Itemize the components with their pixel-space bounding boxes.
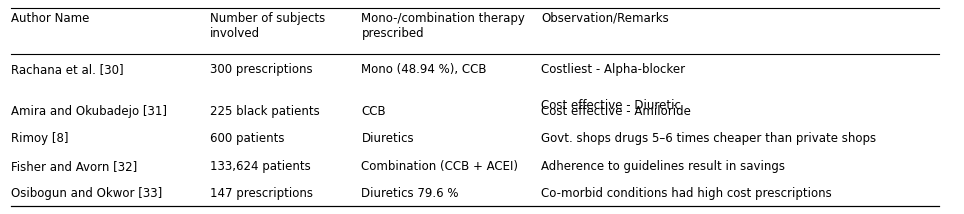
- Text: Diuretics 79.6 %: Diuretics 79.6 %: [362, 187, 459, 200]
- Text: Cost effective - Amiloride: Cost effective - Amiloride: [542, 105, 691, 118]
- Text: Osibogun and Okwor [33]: Osibogun and Okwor [33]: [11, 187, 162, 200]
- Text: Diuretics: Diuretics: [362, 132, 414, 145]
- Text: Mono (48.94 %), CCB: Mono (48.94 %), CCB: [362, 63, 487, 76]
- Text: Fisher and Avorn [32]: Fisher and Avorn [32]: [11, 160, 137, 173]
- Text: Number of subjects
involved: Number of subjects involved: [210, 12, 325, 40]
- Text: 147 prescriptions: 147 prescriptions: [210, 187, 312, 200]
- Text: Costliest - Alpha-blocker: Costliest - Alpha-blocker: [542, 63, 685, 76]
- Text: Adherence to guidelines result in savings: Adherence to guidelines result in saving…: [542, 160, 786, 173]
- Text: 225 black patients: 225 black patients: [210, 105, 319, 118]
- Text: Combination (CCB + ACEI): Combination (CCB + ACEI): [362, 160, 519, 173]
- Text: CCB: CCB: [362, 105, 386, 118]
- Text: Co-morbid conditions had high cost prescriptions: Co-morbid conditions had high cost presc…: [542, 187, 832, 200]
- Text: Govt. shops drugs 5–6 times cheaper than private shops: Govt. shops drugs 5–6 times cheaper than…: [542, 132, 876, 145]
- Text: Mono-/combination therapy
prescribed: Mono-/combination therapy prescribed: [362, 12, 525, 40]
- Text: Observation/Remarks: Observation/Remarks: [542, 12, 669, 25]
- Text: Cost effective - Diuretic: Cost effective - Diuretic: [542, 99, 682, 111]
- Text: Rachana et al. [30]: Rachana et al. [30]: [11, 63, 123, 76]
- Text: Author Name: Author Name: [11, 12, 90, 25]
- Text: 600 patients: 600 patients: [210, 132, 284, 145]
- Text: Amira and Okubadejo [31]: Amira and Okubadejo [31]: [11, 105, 167, 118]
- Text: 133,624 patients: 133,624 patients: [210, 160, 310, 173]
- Text: Rimoy [8]: Rimoy [8]: [11, 132, 68, 145]
- Text: 300 prescriptions: 300 prescriptions: [210, 63, 312, 76]
